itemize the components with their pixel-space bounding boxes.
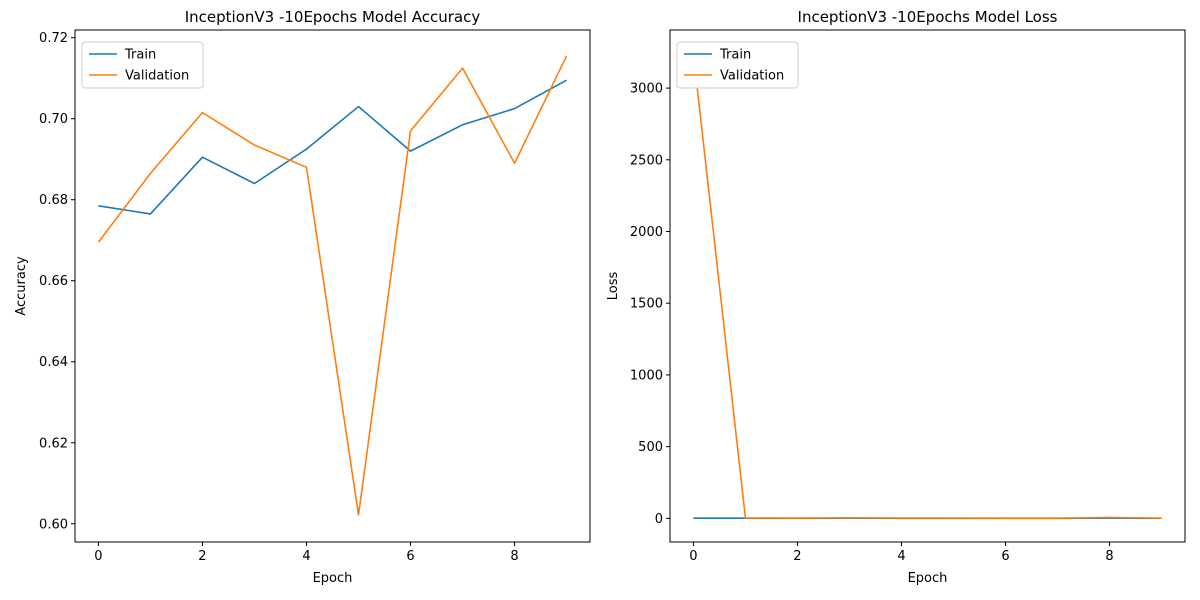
accuracy-chart: InceptionV3 -10Epochs Model Accuracy 0 2 4 6… xyxy=(14,8,591,586)
loss-chart: InceptionV3 -10Epochs Model Loss 0 2 4 6 8 0 50… xyxy=(606,8,1186,586)
accuracy-y-tick-label: 0.68 xyxy=(39,193,68,208)
accuracy-legend-label-validation: Validation xyxy=(125,69,189,84)
loss-y-tick-label: 1000 xyxy=(630,368,663,383)
accuracy-x-tick-label: 4 xyxy=(302,549,310,564)
loss-y-axis-label: Loss xyxy=(606,272,621,301)
accuracy-y-tick-label: 0.62 xyxy=(39,436,68,451)
accuracy-series-line-validation xyxy=(97,55,568,516)
accuracy-y-tick-label: 0.70 xyxy=(39,112,68,127)
loss-chart-title: InceptionV3 -10Epochs Model Loss xyxy=(798,8,1058,26)
accuracy-y-tick-label: 0.72 xyxy=(39,31,68,46)
accuracy-x-axis-label: Epoch xyxy=(313,571,353,586)
accuracy-x-tick-label: 0 xyxy=(94,549,102,564)
loss-series-line-validation xyxy=(692,53,1162,519)
loss-y-tick-label: 2500 xyxy=(630,153,663,168)
loss-x-tick-label: 2 xyxy=(793,549,801,564)
accuracy-y-tick-label: 0.60 xyxy=(39,517,68,532)
accuracy-y-tick-label: 0.64 xyxy=(39,355,68,370)
loss-y-tick-label: 0 xyxy=(655,512,663,527)
loss-x-axis-label: Epoch xyxy=(908,571,948,586)
accuracy-legend: Train Validation xyxy=(81,41,204,89)
loss-x-tick-label: 8 xyxy=(1105,549,1113,564)
loss-plot-frame xyxy=(669,29,1186,543)
accuracy-x-tick-label: 2 xyxy=(198,549,206,564)
accuracy-plot-frame xyxy=(74,29,591,543)
loss-y-tick-label: 2000 xyxy=(630,225,663,240)
accuracy-chart-title: InceptionV3 -10Epochs Model Accuracy xyxy=(185,8,481,26)
accuracy-x-tick-label: 6 xyxy=(406,549,414,564)
loss-x-tick-label: 6 xyxy=(1001,549,1009,564)
loss-x-tick-label: 4 xyxy=(897,549,905,564)
loss-legend: Train Validation xyxy=(676,41,799,89)
accuracy-y-axis-label: Accuracy xyxy=(14,256,29,316)
loss-y-tick-label: 500 xyxy=(638,440,663,455)
loss-y-tick-label: 1500 xyxy=(630,297,663,312)
accuracy-legend-label-train: Train xyxy=(124,48,156,63)
loss-x-tick-label: 0 xyxy=(689,549,697,564)
accuracy-x-tick-label: 8 xyxy=(510,549,518,564)
loss-y-tick-label: 3000 xyxy=(630,82,663,97)
loss-legend-label-validation: Validation xyxy=(720,69,784,84)
loss-legend-label-train: Train xyxy=(719,48,751,63)
accuracy-y-tick-label: 0.66 xyxy=(39,274,68,289)
